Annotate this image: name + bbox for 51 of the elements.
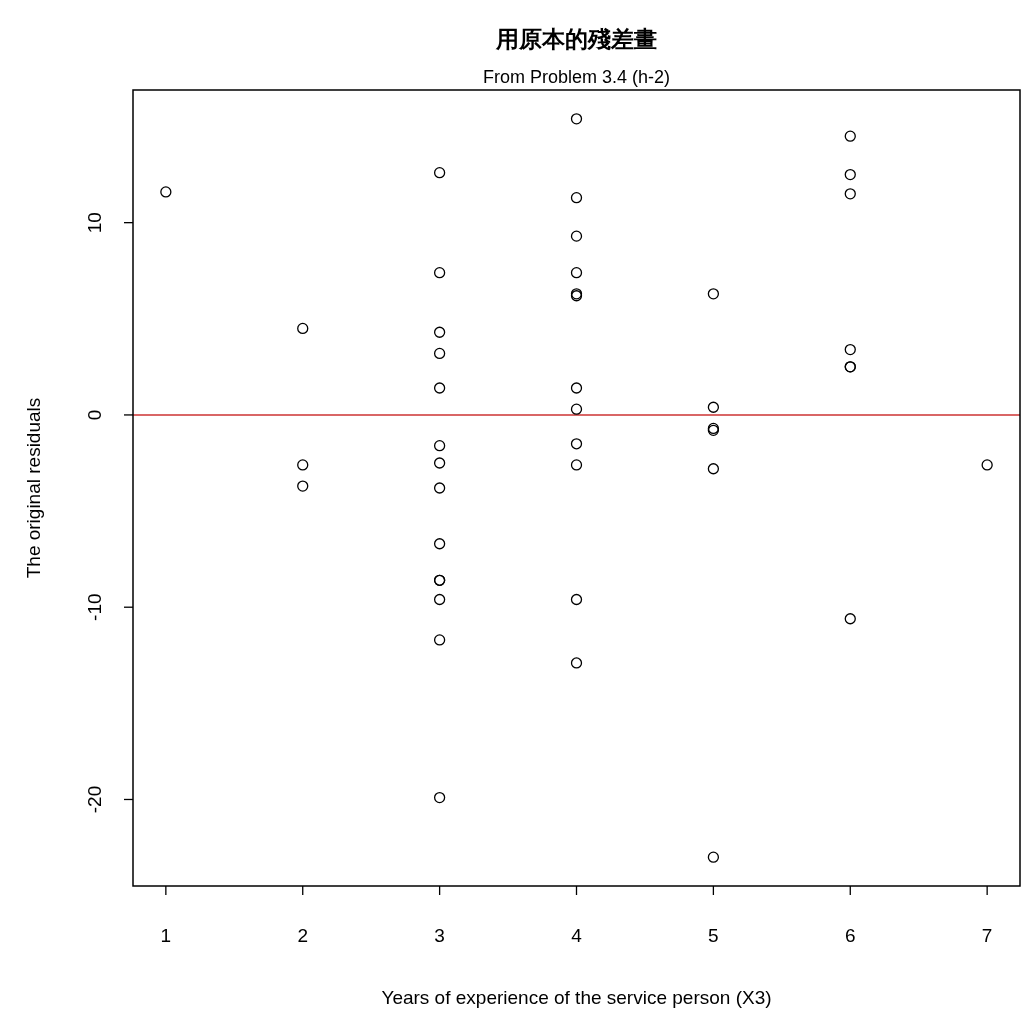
x-tick-label: 1 xyxy=(160,925,172,946)
point xyxy=(570,267,583,279)
point xyxy=(433,634,446,646)
point xyxy=(433,347,446,360)
point xyxy=(297,480,309,492)
x-tick-label: 7 xyxy=(981,925,993,946)
point xyxy=(707,463,720,475)
point xyxy=(844,188,856,200)
point xyxy=(297,459,309,471)
point xyxy=(570,438,583,450)
point xyxy=(844,343,856,356)
y-tick-label: 10 xyxy=(84,212,105,234)
chart-subtitle: From Problem 3.4 (h-2) xyxy=(482,67,671,87)
point xyxy=(570,459,583,471)
point xyxy=(297,322,309,335)
point xyxy=(433,457,446,469)
y-tick-label: -10 xyxy=(84,593,105,621)
point xyxy=(433,267,446,279)
point xyxy=(570,230,583,242)
point xyxy=(433,593,446,606)
point xyxy=(160,186,172,198)
point xyxy=(707,288,720,300)
point xyxy=(570,657,583,669)
y-tick-label: -20 xyxy=(84,785,105,814)
point xyxy=(433,538,446,550)
point xyxy=(844,168,856,181)
x-tick-label: 5 xyxy=(708,925,719,946)
y-tick-label: 0 xyxy=(84,409,105,421)
point xyxy=(433,791,446,804)
point xyxy=(570,382,583,394)
point xyxy=(707,851,720,863)
x-tick-label: 4 xyxy=(571,925,583,946)
x-tick-label: 3 xyxy=(434,925,445,946)
point xyxy=(707,401,720,413)
point xyxy=(570,192,583,204)
point xyxy=(433,440,446,452)
point xyxy=(844,130,856,142)
point xyxy=(433,382,446,394)
point xyxy=(433,482,446,494)
point xyxy=(433,167,446,179)
x-axis-title: Years of experience of the service person (X3) xyxy=(381,987,772,1008)
point xyxy=(844,613,856,625)
point xyxy=(570,113,583,125)
x-tick-label: 2 xyxy=(297,925,309,946)
point xyxy=(433,326,446,338)
chart-title: 用原本的殘差畫 xyxy=(495,26,657,52)
point xyxy=(570,593,583,606)
point xyxy=(570,403,583,415)
y-axis-title: The original residuals xyxy=(23,397,44,579)
point xyxy=(981,459,993,471)
x-tick-label: 6 xyxy=(844,925,856,946)
